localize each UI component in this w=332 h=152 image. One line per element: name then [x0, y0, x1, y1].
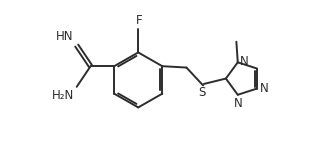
Text: N: N	[234, 97, 243, 110]
Text: S: S	[199, 86, 206, 99]
Text: N: N	[240, 55, 249, 68]
Text: H₂N: H₂N	[51, 89, 74, 102]
Text: HN: HN	[56, 30, 74, 43]
Text: F: F	[135, 14, 142, 27]
Text: N: N	[260, 82, 268, 95]
